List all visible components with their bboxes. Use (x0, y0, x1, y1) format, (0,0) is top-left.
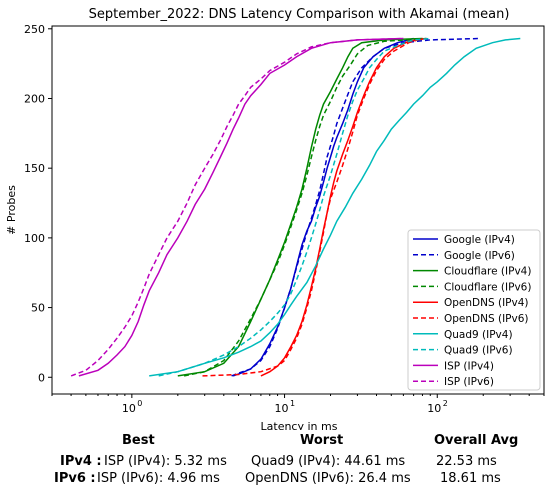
y-tick-label: 250 (24, 23, 45, 36)
series-line-8 (78, 37, 404, 377)
x-tick-exponent: 0 (137, 399, 142, 408)
overall-ipv6: 18.61 ms (440, 471, 501, 486)
series-line-3 (183, 37, 427, 377)
y-tick-label: 0 (38, 371, 45, 384)
x-tick-exponent: 2 (443, 399, 448, 408)
series-line-6 (149, 37, 521, 377)
worst-ipv6: OpenDNS (IPv6): 26.4 ms (245, 471, 411, 486)
y-tick-label: 100 (24, 232, 45, 245)
row-label-ipv4: IPv4 : (60, 454, 102, 469)
overall-ipv4: 22.53 ms (436, 454, 497, 469)
legend: Google (IPv4) Google (IPv6) Cloudflare (IP… (407, 229, 541, 391)
x-axis-ticks: 10 0 10 1 10 2 (51, 394, 545, 415)
legend-label-6: Quad9 (IPv4) (444, 329, 513, 341)
chart-title: September_2022: DNS Latency Comparison w… (89, 7, 510, 22)
legend-label-9: ISP (IPv6) (444, 376, 494, 388)
x-tick-label: 10 (275, 402, 289, 415)
legend-label-3: Cloudflare (IPv6) (444, 281, 531, 293)
header-worst: Worst (300, 433, 344, 448)
series-line-0 (232, 37, 414, 377)
legend-label-8: ISP (IPv4) (444, 360, 494, 372)
x-axis-label: Latency in ms (261, 420, 338, 430)
series-layer (70, 37, 521, 377)
row-label-ipv6: IPv6 : (54, 471, 96, 486)
legend-label-0: Google (IPv4) (444, 234, 515, 246)
header-overall-avg: Overall Avg (434, 433, 519, 448)
series-line-4 (260, 37, 427, 377)
y-axis-label: # Probes (5, 185, 18, 235)
header-best: Best (122, 433, 155, 448)
series-line-2 (177, 37, 423, 377)
x-tick-label: 10 (122, 402, 136, 415)
worst-ipv4: Quad9 (IPv4): 44.61 ms (251, 454, 406, 469)
legend-label-5: OpenDNS (IPv6) (444, 313, 529, 325)
legend-label-7: Quad9 (IPv6) (444, 345, 513, 357)
y-axis-ticks: 0 50 100 150 200 250 (24, 23, 52, 384)
legend-label-4: OpenDNS (IPv4) (444, 297, 529, 309)
series-line-1 (231, 37, 480, 377)
best-ipv6: ISP (IPv6): 4.96 ms (97, 471, 220, 486)
best-ipv4: ISP (IPv4): 5.32 ms (104, 454, 227, 469)
y-tick-label: 50 (31, 302, 45, 315)
legend-label-2: Cloudflare (IPv4) (444, 266, 531, 278)
y-tick-label: 150 (24, 162, 45, 175)
series-line-7 (158, 37, 431, 377)
plot-area (51, 25, 545, 395)
latency-chart: September_2022: DNS Latency Comparison w… (5, 7, 545, 430)
y-tick-label: 200 (24, 92, 45, 105)
legend-label-1: Google (IPv6) (444, 250, 515, 262)
series-line-9 (70, 37, 404, 377)
series-line-5 (202, 37, 423, 377)
legend-box (407, 229, 541, 391)
x-tick-exponent: 1 (290, 399, 295, 408)
x-tick-label: 10 (427, 402, 441, 415)
